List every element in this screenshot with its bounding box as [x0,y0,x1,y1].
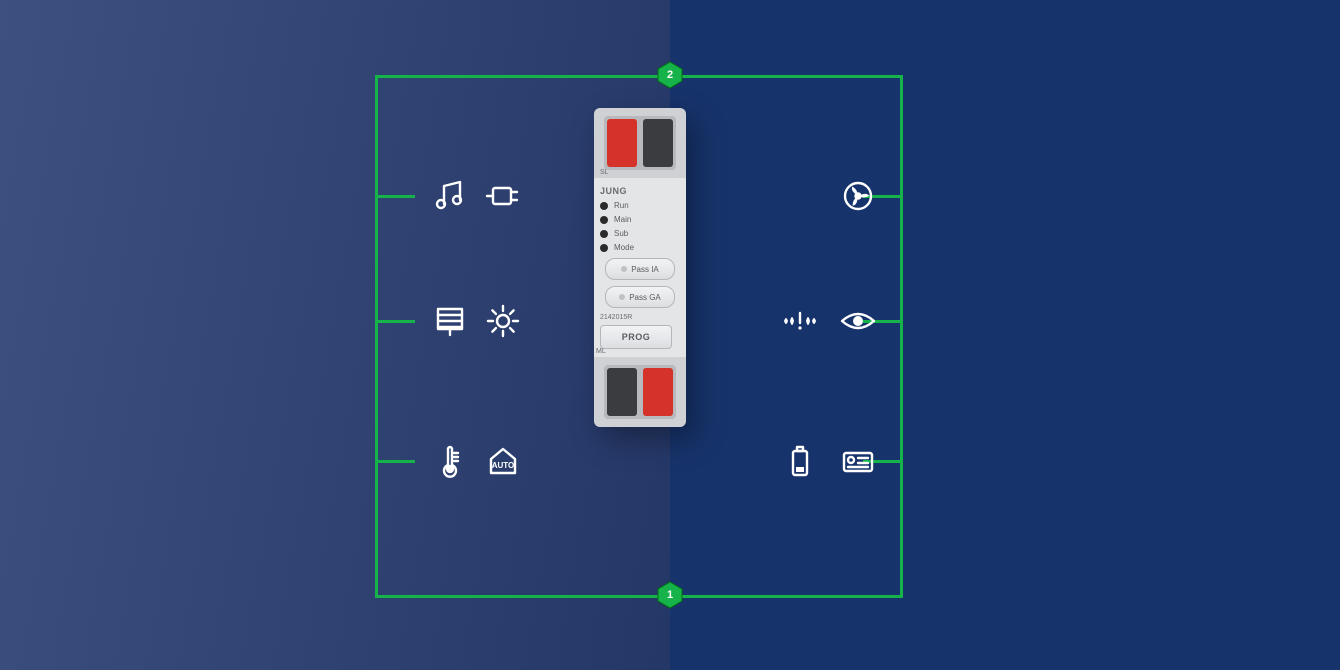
device-bottom-terminal [594,357,686,427]
bg-right [670,0,1340,670]
pin-label-ml: ML [596,348,606,355]
knx-device: SL JUNG Run Main Sub Mode Pass IA Pass GA 2… [594,108,686,427]
blinds-icon [430,301,470,341]
pass-ia-label: Pass IA [631,265,659,274]
brand-label: JUNG [600,186,680,196]
thermometer-icon [430,441,470,481]
led-main: Main [600,215,680,224]
sun-icon [483,301,523,341]
card-icon [838,441,878,481]
led-run: Run [600,201,680,210]
pin-label-sl: SL [600,169,609,176]
prog-button[interactable]: PROG [600,325,672,349]
model-number: 2142015R [600,314,680,321]
battery-icon [780,441,820,481]
led-sub: Sub [600,229,680,238]
led-mode: Mode [600,243,680,252]
alarm-icon [780,301,820,341]
pass-ia-button[interactable]: Pass IA [605,258,675,280]
device-face: JUNG Run Main Sub Mode Pass IA Pass GA 2142… [594,178,686,357]
pass-ga-button[interactable]: Pass GA [605,286,675,308]
music-icon [430,176,470,216]
diagram-stage: 2 1 AUTO SL JUNG Run Main Sub Mode Pass IA P… [0,0,1340,670]
auto-house-icon: AUTO [483,441,523,481]
eye-icon [838,301,878,341]
moon-icon [780,176,820,216]
svg-text:AUTO: AUTO [492,461,515,470]
bus-node-top: 2 [656,61,684,89]
fan-icon [838,176,878,216]
pass-ga-label: Pass GA [629,293,661,302]
bus-node-bottom: 1 [656,581,684,609]
plug-icon [483,176,523,216]
device-top-terminal: SL [594,108,686,178]
bg-left [0,0,670,670]
